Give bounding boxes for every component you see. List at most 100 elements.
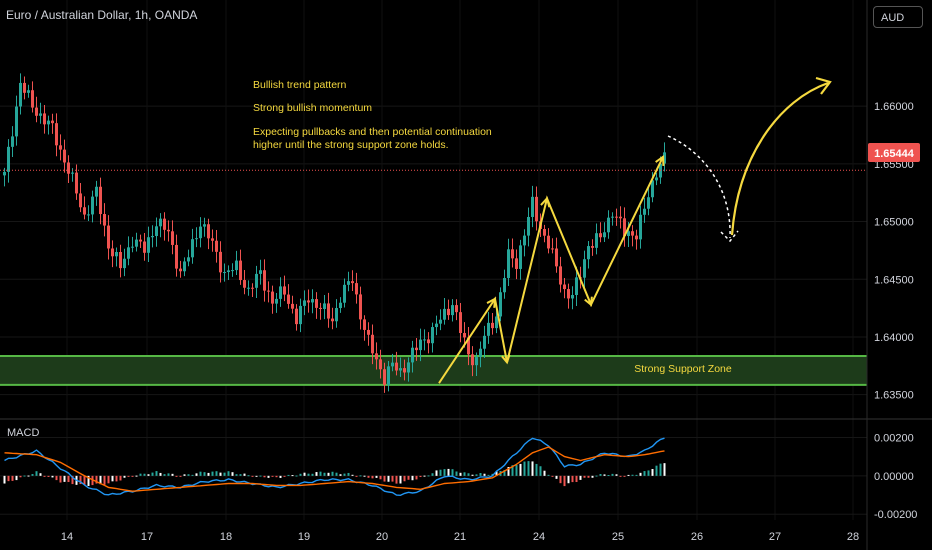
candle-body — [363, 319, 366, 330]
candle-body — [647, 197, 650, 209]
macd-histogram-bar — [231, 472, 234, 476]
macd-signal-line — [4, 446, 665, 492]
macd-histogram-bar — [187, 474, 190, 476]
macd-histogram-bar — [79, 475, 82, 485]
candle-body — [447, 308, 450, 316]
macd-histogram-bar — [643, 471, 646, 476]
macd-histogram-bar — [443, 469, 446, 476]
candle-body — [3, 171, 6, 176]
macd-histogram-bar — [279, 475, 282, 478]
price-axis[interactable]: 1.660001.655001.650001.645001.640001.635… — [874, 101, 914, 402]
candle-body — [179, 268, 182, 272]
candle-body — [163, 218, 166, 230]
macd-histogram-bar — [543, 470, 546, 476]
candle-body — [587, 246, 590, 260]
candle-body — [139, 239, 142, 242]
macd-histogram-bar — [199, 471, 202, 476]
candle-body — [55, 123, 58, 146]
candle-body — [335, 308, 338, 322]
macd-histogram-bar — [383, 475, 386, 482]
macd-histogram-bar — [243, 473, 246, 476]
candle-body — [211, 238, 214, 241]
time-axis[interactable]: 14 17 18 19 20 21 24 25 26 27 28 — [61, 531, 859, 543]
candle-body — [143, 241, 146, 253]
macd-histogram-bar — [351, 474, 354, 476]
last-price-text: 1.65444 — [874, 148, 915, 160]
macd-histogram-bar — [483, 473, 486, 476]
macd-histogram-bar — [475, 474, 478, 476]
zigzag-line — [438, 156, 664, 384]
candle-body — [639, 214, 642, 240]
candle-body — [459, 312, 462, 334]
candle-body — [367, 329, 370, 335]
time-tick-label: 27 — [769, 531, 781, 543]
macd-histogram-bar — [107, 475, 110, 484]
pullback-arrowhead — [720, 230, 739, 243]
candle-body — [207, 224, 210, 239]
macd-histogram-bar — [47, 475, 50, 477]
macd-histogram-bar — [495, 471, 498, 476]
candle-body — [15, 106, 18, 137]
last-price-badge: 1.65444 — [868, 143, 920, 162]
macd-histogram-bar — [43, 475, 46, 477]
macd-histogram-bar — [87, 475, 90, 486]
macd-histogram-bar — [411, 475, 414, 481]
macd-histogram-bar — [11, 475, 14, 481]
macd-histogram-bar — [399, 475, 402, 484]
projected-continuation-arrow — [730, 81, 829, 236]
macd-histogram-bar — [451, 469, 454, 476]
macd-histogram-bar — [55, 475, 58, 481]
candle-body — [619, 216, 622, 219]
macd-histogram-bar — [595, 475, 598, 477]
macd-histogram-bar — [15, 475, 18, 481]
time-tick-label: 28 — [847, 531, 859, 543]
candle-body — [39, 113, 42, 116]
macd-histogram-bar — [427, 475, 430, 477]
macd-histogram-bar — [303, 472, 306, 476]
macd-histogram-bar — [355, 475, 358, 477]
macd-histogram-bar — [271, 475, 274, 477]
candle-body — [359, 294, 362, 320]
macd-histogram-bar — [135, 475, 138, 477]
macd-histogram-bar — [331, 471, 334, 476]
candle-body — [307, 300, 310, 303]
candle-body — [99, 186, 102, 215]
candle-body — [623, 218, 626, 236]
candle-body — [83, 207, 86, 215]
candle-body — [263, 270, 266, 291]
macd-histogram-bar — [147, 474, 150, 476]
macd-histogram-bar — [35, 471, 38, 476]
candle-body — [155, 226, 158, 237]
macd-histogram-bar — [155, 471, 158, 476]
macd-histogram-bar — [183, 474, 186, 476]
candle-body — [599, 233, 602, 238]
macd-histogram-bar — [263, 475, 266, 478]
macd-histogram-bar — [307, 473, 310, 476]
macd-histogram-bar — [463, 472, 466, 476]
candle-body — [223, 272, 226, 274]
macd-histogram-bar — [563, 475, 566, 487]
macd-histogram-bar — [215, 471, 218, 476]
macd-histogram-bar — [327, 472, 330, 476]
candle-body — [95, 186, 98, 197]
currency-button[interactable]: AUD — [873, 6, 923, 28]
candle-body — [187, 257, 190, 262]
candle-body — [451, 305, 454, 316]
candle-body — [395, 362, 398, 371]
candle-body — [351, 281, 354, 284]
macd-histogram-bar — [51, 475, 54, 478]
candle-body — [291, 303, 294, 309]
macd-histogram-bar — [539, 466, 542, 476]
macd-histogram-bar — [655, 465, 658, 476]
candle-body — [495, 316, 498, 329]
macd-histogram-bar — [311, 473, 314, 476]
candle-body — [511, 249, 514, 259]
candle-body — [435, 323, 438, 328]
candle-body — [271, 291, 274, 304]
candle-body — [555, 248, 558, 267]
macd-histogram-bar — [39, 473, 42, 476]
macd-histogram-bar — [255, 475, 258, 477]
macd-histogram-bar — [523, 461, 526, 476]
macd-tick-label: 0.00000 — [874, 471, 914, 483]
